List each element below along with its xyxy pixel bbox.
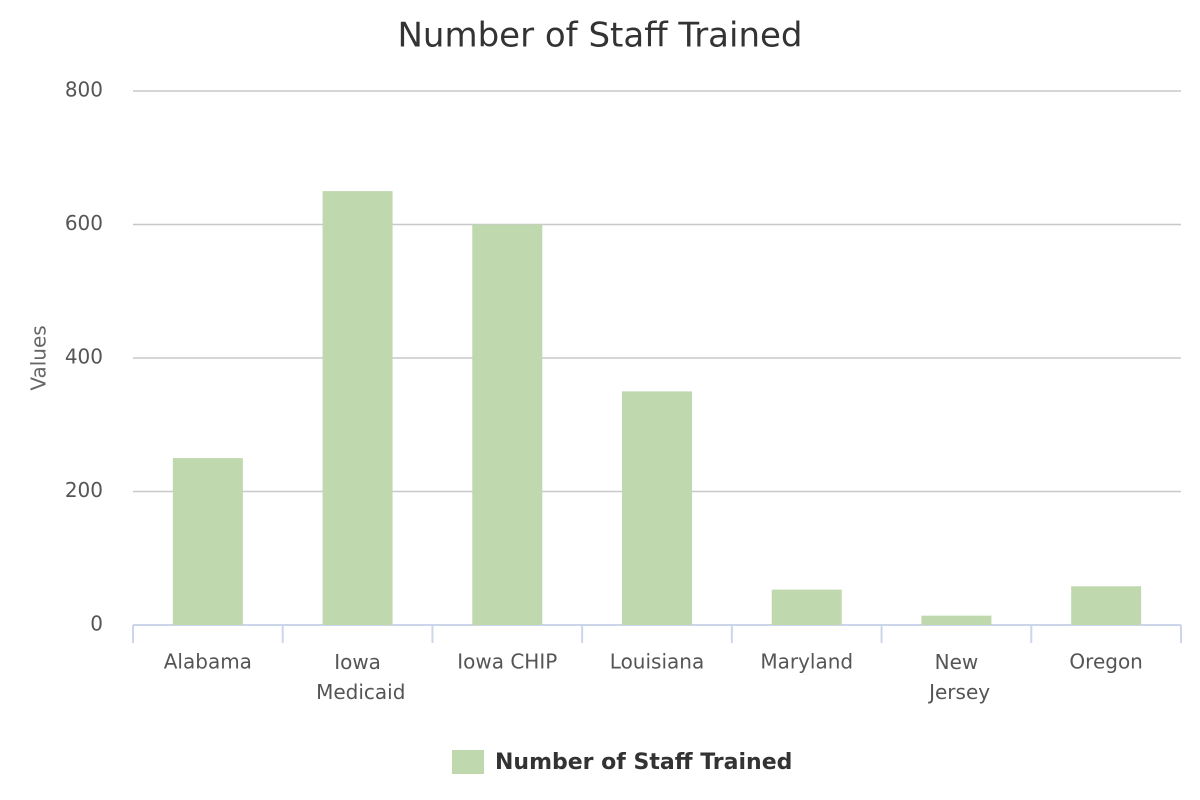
y-tick-label: 200	[65, 478, 103, 502]
bar	[771, 589, 842, 625]
bar	[472, 224, 543, 625]
y-tick-label: 600	[65, 211, 103, 235]
y-axis-title: Values	[27, 325, 51, 390]
bar	[622, 391, 692, 625]
y-tick-label: 0	[90, 612, 103, 636]
x-tick-label: Alabama	[164, 650, 252, 674]
legend-swatch	[452, 750, 484, 774]
x-tick-label: New Jersey	[923, 650, 991, 704]
x-tick-label: Iowa CHIP	[457, 650, 557, 674]
bar	[322, 191, 393, 625]
legend-label: Number of Staff Trained	[495, 750, 792, 775]
y-tick-label: 400	[65, 345, 103, 369]
x-tick-label: Louisiana	[610, 650, 704, 674]
y-tick-label: 800	[65, 78, 103, 102]
bar	[172, 458, 243, 625]
x-tick-label: Iowa Medicaid	[310, 650, 406, 704]
bar	[921, 615, 992, 625]
x-tick-label: Maryland	[760, 650, 853, 674]
x-tick-label: Oregon	[1069, 650, 1142, 674]
bar	[1071, 586, 1142, 625]
chart-title: Number of Staff Trained	[397, 16, 802, 56]
